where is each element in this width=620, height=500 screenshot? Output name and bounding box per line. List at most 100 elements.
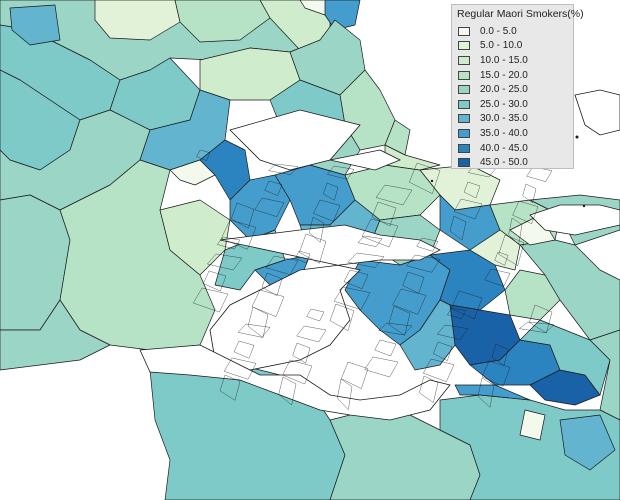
suburb-outline: [247, 306, 269, 338]
legend-swatch: [458, 55, 470, 65]
suburb-outline: [409, 162, 441, 194]
suburb-outline: [453, 198, 483, 220]
suburb-outline: [512, 200, 539, 224]
suburb-outline: [327, 165, 355, 180]
suburb-outline: [193, 287, 229, 313]
suburb-outline: [451, 290, 483, 320]
suburb-outline: [223, 357, 257, 380]
island-dot: [430, 179, 434, 183]
suburb-outline: [221, 219, 257, 250]
suburb-outline: [299, 233, 327, 264]
suburb-outline: [484, 268, 511, 287]
legend-item: 20.0 - 25.0: [458, 82, 567, 97]
suburb-outline: [329, 303, 355, 331]
suburb-outline: [423, 358, 455, 382]
legend-item: 15.0 - 20.0: [458, 68, 567, 83]
suburb-outline: [357, 235, 383, 247]
map-legend: Regular Maori Smokers(%) 0.0 - 5.0 5.0 -…: [451, 4, 584, 170]
suburb-outline: [416, 237, 439, 252]
water-body: [529, 204, 620, 236]
suburb-outline: [341, 361, 369, 389]
legend-label: 30.0 - 35.0: [480, 113, 528, 125]
suburb-outline: [219, 374, 241, 401]
suburb-outline: [374, 339, 397, 357]
suburb-boundaries: [193, 149, 555, 411]
water-body: [139, 344, 451, 421]
suburb-outline: [282, 359, 313, 385]
suburb-outline: [449, 215, 467, 241]
legend-swatch: [458, 143, 470, 153]
suburb-outline: [364, 356, 399, 378]
suburb-outline: [508, 217, 523, 246]
map-region: [229, 174, 291, 241]
legend-swatch: [458, 41, 470, 51]
legend-item: 5.0 - 10.0: [458, 39, 567, 54]
map-region: [169, 159, 216, 186]
map-region: [174, 0, 271, 43]
legend-swatch: [458, 158, 470, 168]
legend-label: 45.0 - 50.0: [480, 157, 528, 169]
legend-item: 45.0 - 50.0: [458, 155, 567, 170]
legend-item: 0.0 - 5.0: [458, 24, 567, 39]
suburb-outline: [388, 305, 411, 336]
legend-label: 15.0 - 20.0: [480, 69, 528, 81]
suburb-outline: [375, 184, 413, 206]
island-dot: [582, 204, 586, 208]
map-region: [519, 409, 546, 441]
map-region: [469, 229, 521, 271]
suburb-outline: [233, 340, 255, 359]
legend-label: 10.0 - 15.0: [480, 54, 528, 66]
suburb-outline: [207, 253, 243, 271]
suburb-outline: [491, 343, 509, 366]
legend-item: 40.0 - 45.0: [458, 141, 567, 156]
suburb-outline: [268, 163, 299, 175]
legend-item: 10.0 - 15.0: [458, 53, 567, 68]
suburb-outline: [494, 251, 509, 266]
suburb-outline: [518, 321, 555, 333]
legend-label: 20.0 - 25.0: [480, 84, 528, 96]
suburb-outline: [333, 286, 371, 310]
suburb-outline: [361, 218, 399, 248]
suburb-outline: [347, 252, 385, 268]
suburb-outline: [261, 272, 283, 296]
legend-label: 0.0 - 5.0: [480, 25, 517, 37]
suburb-outline: [526, 166, 553, 182]
suburb-outline: [447, 307, 467, 319]
suburb-outline: [251, 289, 285, 317]
map-region: [454, 384, 531, 401]
legend-item: 25.0 - 30.0: [458, 97, 567, 112]
map-region: [94, 0, 181, 41]
map-region: [9, 4, 61, 46]
legend-items: 0.0 - 5.0 5.0 - 10.0 10.0 - 15.0 15.0 - …: [458, 24, 567, 170]
legend-item: 30.0 - 35.0: [458, 112, 567, 127]
suburb-outline: [498, 234, 525, 266]
suburb-outline: [265, 255, 299, 275]
water-body: [329, 149, 401, 171]
suburb-outline: [309, 216, 325, 243]
suburb-outline: [203, 270, 227, 292]
suburb-outline: [237, 323, 271, 338]
suburb-outline: [313, 199, 341, 222]
suburb-outline: [323, 182, 339, 201]
legend-swatch: [458, 26, 470, 36]
small-islands: [430, 135, 586, 208]
suburb-outline: [343, 269, 369, 289]
suburb-outline: [278, 376, 297, 406]
map-region: [559, 414, 616, 471]
island-dot: [575, 135, 579, 139]
map-region: [519, 239, 620, 341]
map-region: [399, 299, 456, 371]
suburb-outline: [306, 308, 325, 322]
suburb-outline: [529, 304, 553, 334]
suburb-outline: [522, 183, 537, 203]
suburb-outline: [378, 322, 413, 336]
suburb-outline: [392, 288, 427, 315]
suburb-outline: [264, 180, 283, 196]
water-body: [574, 89, 620, 136]
legend-title: Regular Maori Smokers(%): [457, 8, 584, 20]
suburb-outline: [419, 375, 439, 403]
legend-swatch: [458, 128, 470, 138]
